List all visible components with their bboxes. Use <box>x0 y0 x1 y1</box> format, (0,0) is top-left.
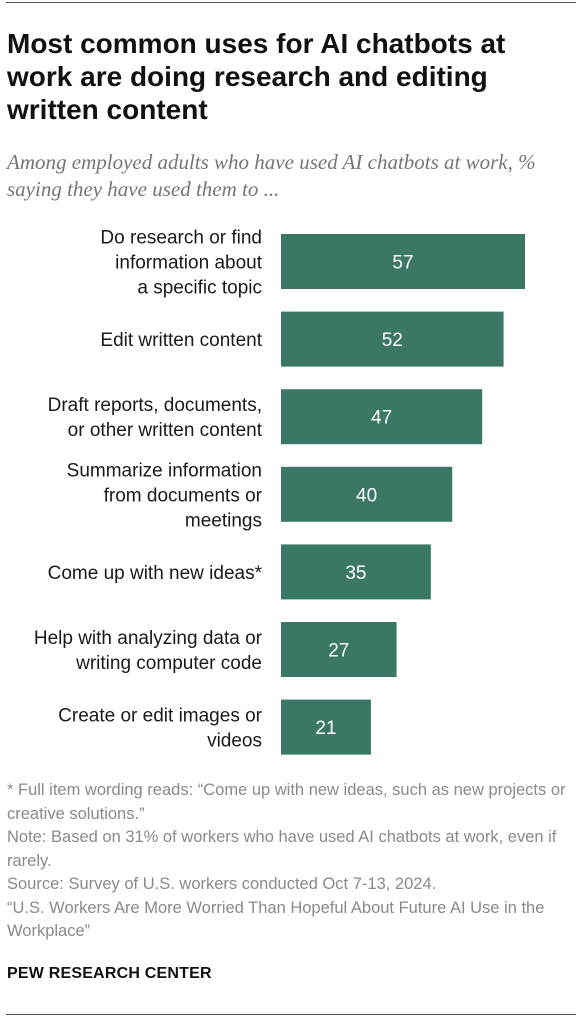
bar-6 <box>281 622 397 677</box>
bar-1 <box>281 234 525 289</box>
value-label-6: 27 <box>328 641 349 662</box>
pew-research-center-logo: PEW RESEARCH CENTER <box>7 965 212 982</box>
value-label-3: 47 <box>371 408 392 429</box>
category-label-7: Create or edit images or videos <box>58 706 262 752</box>
chart-title: Most common uses for AI chatbots at work… <box>7 28 506 125</box>
footnote-text: * Full item wording reads: “Come up with… <box>7 781 566 823</box>
category-label-5: Come up with new ideas* <box>48 563 263 584</box>
bar-4 <box>281 466 453 522</box>
chart-subtitle: Among employed adults who have used AI c… <box>7 150 536 201</box>
report-title-text: “U.S. Workers Are More Worried Than Hope… <box>7 898 545 941</box>
source-text: Source: Survey of U.S. workers conducted… <box>7 875 437 893</box>
category-label-1: Do research or find information about a sp… <box>100 228 262 299</box>
chart-notes: * Full item wording reads: “Come up with… <box>7 779 577 944</box>
bar-3 <box>281 389 483 445</box>
value-label-5: 35 <box>345 563 366 584</box>
category-label-3: Draft reports, documents, or other writte… <box>48 395 263 441</box>
category-label-6: Help with analyzing data or writing compu… <box>34 628 263 674</box>
bar-5 <box>281 544 431 600</box>
note-text: Note: Based on 31% of workers who have u… <box>7 828 557 870</box>
value-label-4: 40 <box>356 485 377 506</box>
value-label-2: 52 <box>382 330 403 351</box>
value-label-7: 21 <box>315 718 336 739</box>
category-label-4: Summarize information from documents or me… <box>67 460 263 531</box>
category-label-2: Edit written content <box>100 330 262 351</box>
bar-2 <box>281 311 504 367</box>
value-label-1: 57 <box>392 253 413 274</box>
bar-7 <box>281 699 371 755</box>
bars-group: 57 Do research or find information about a … <box>34 228 525 755</box>
bar-chart: 57 Do research or find information about a … <box>34 228 525 755</box>
bottom-rule <box>6 1014 576 1015</box>
top-rule <box>6 2 576 3</box>
